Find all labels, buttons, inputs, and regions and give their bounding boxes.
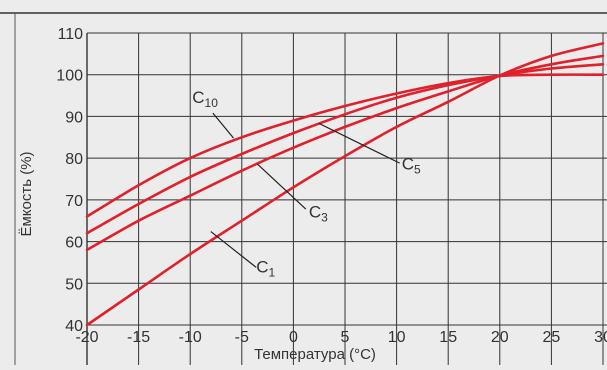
y-tick-label-2: 60: [65, 235, 83, 252]
annotation-label-c10: C10: [192, 88, 218, 110]
series-layer: [85, 42, 605, 327]
y-tick-label-3: 70: [65, 193, 83, 210]
annotation-label-c5: C5: [402, 154, 421, 176]
y-tick-labels: 40 50 60 70 80 90 100 110: [56, 26, 83, 335]
annotation-label-c1: C1: [256, 257, 275, 279]
x-tick-labels: -20 -15 -10 -5 0 5 10 15 20 25 30: [75, 329, 607, 346]
annotation-layer: C10 C5 C3 C1: [192, 88, 421, 279]
x-tick-label-7: 15: [439, 329, 457, 346]
series-line-c1: [85, 42, 605, 327]
y-tick-label-1: 50: [65, 276, 83, 293]
x-tick-label-4: 0: [289, 329, 298, 346]
annotation-leader-c10: [212, 112, 235, 139]
y-tick-label-7: 110: [57, 26, 83, 43]
y-tick-label-4: 80: [65, 151, 83, 168]
x-tick-label-3: -5: [235, 329, 249, 346]
annotation-label-c3: C3: [309, 202, 328, 224]
x-axis-label: Температура (°C): [254, 346, 376, 363]
x-tick-label-9: 25: [543, 329, 561, 346]
x-tick-label-5: 5: [341, 329, 350, 346]
annotation-leader-c3: [256, 163, 307, 210]
x-tick-label-10: 30: [594, 329, 607, 346]
y-axis-label: Ёмкость (%): [18, 151, 35, 236]
x-tick-label-2: -10: [179, 329, 202, 346]
x-tick-label-8: 20: [491, 329, 509, 346]
series-line-c10: [85, 73, 605, 218]
y-tick-label-0: 40: [65, 318, 83, 335]
y-tick-label-5: 90: [65, 109, 83, 126]
annotation-leader-c5: [318, 122, 400, 164]
grid: [86, 32, 607, 365]
x-tick-label-1: -15: [127, 329, 150, 346]
annotation-leader-c1: [210, 231, 257, 268]
series-line-c5: [85, 63, 605, 235]
series-line-c3: [85, 54, 605, 252]
x-tick-label-0: -20: [75, 329, 98, 346]
x-tick-label-6: 10: [388, 329, 406, 346]
y-tick-label-6: 100: [56, 68, 83, 85]
